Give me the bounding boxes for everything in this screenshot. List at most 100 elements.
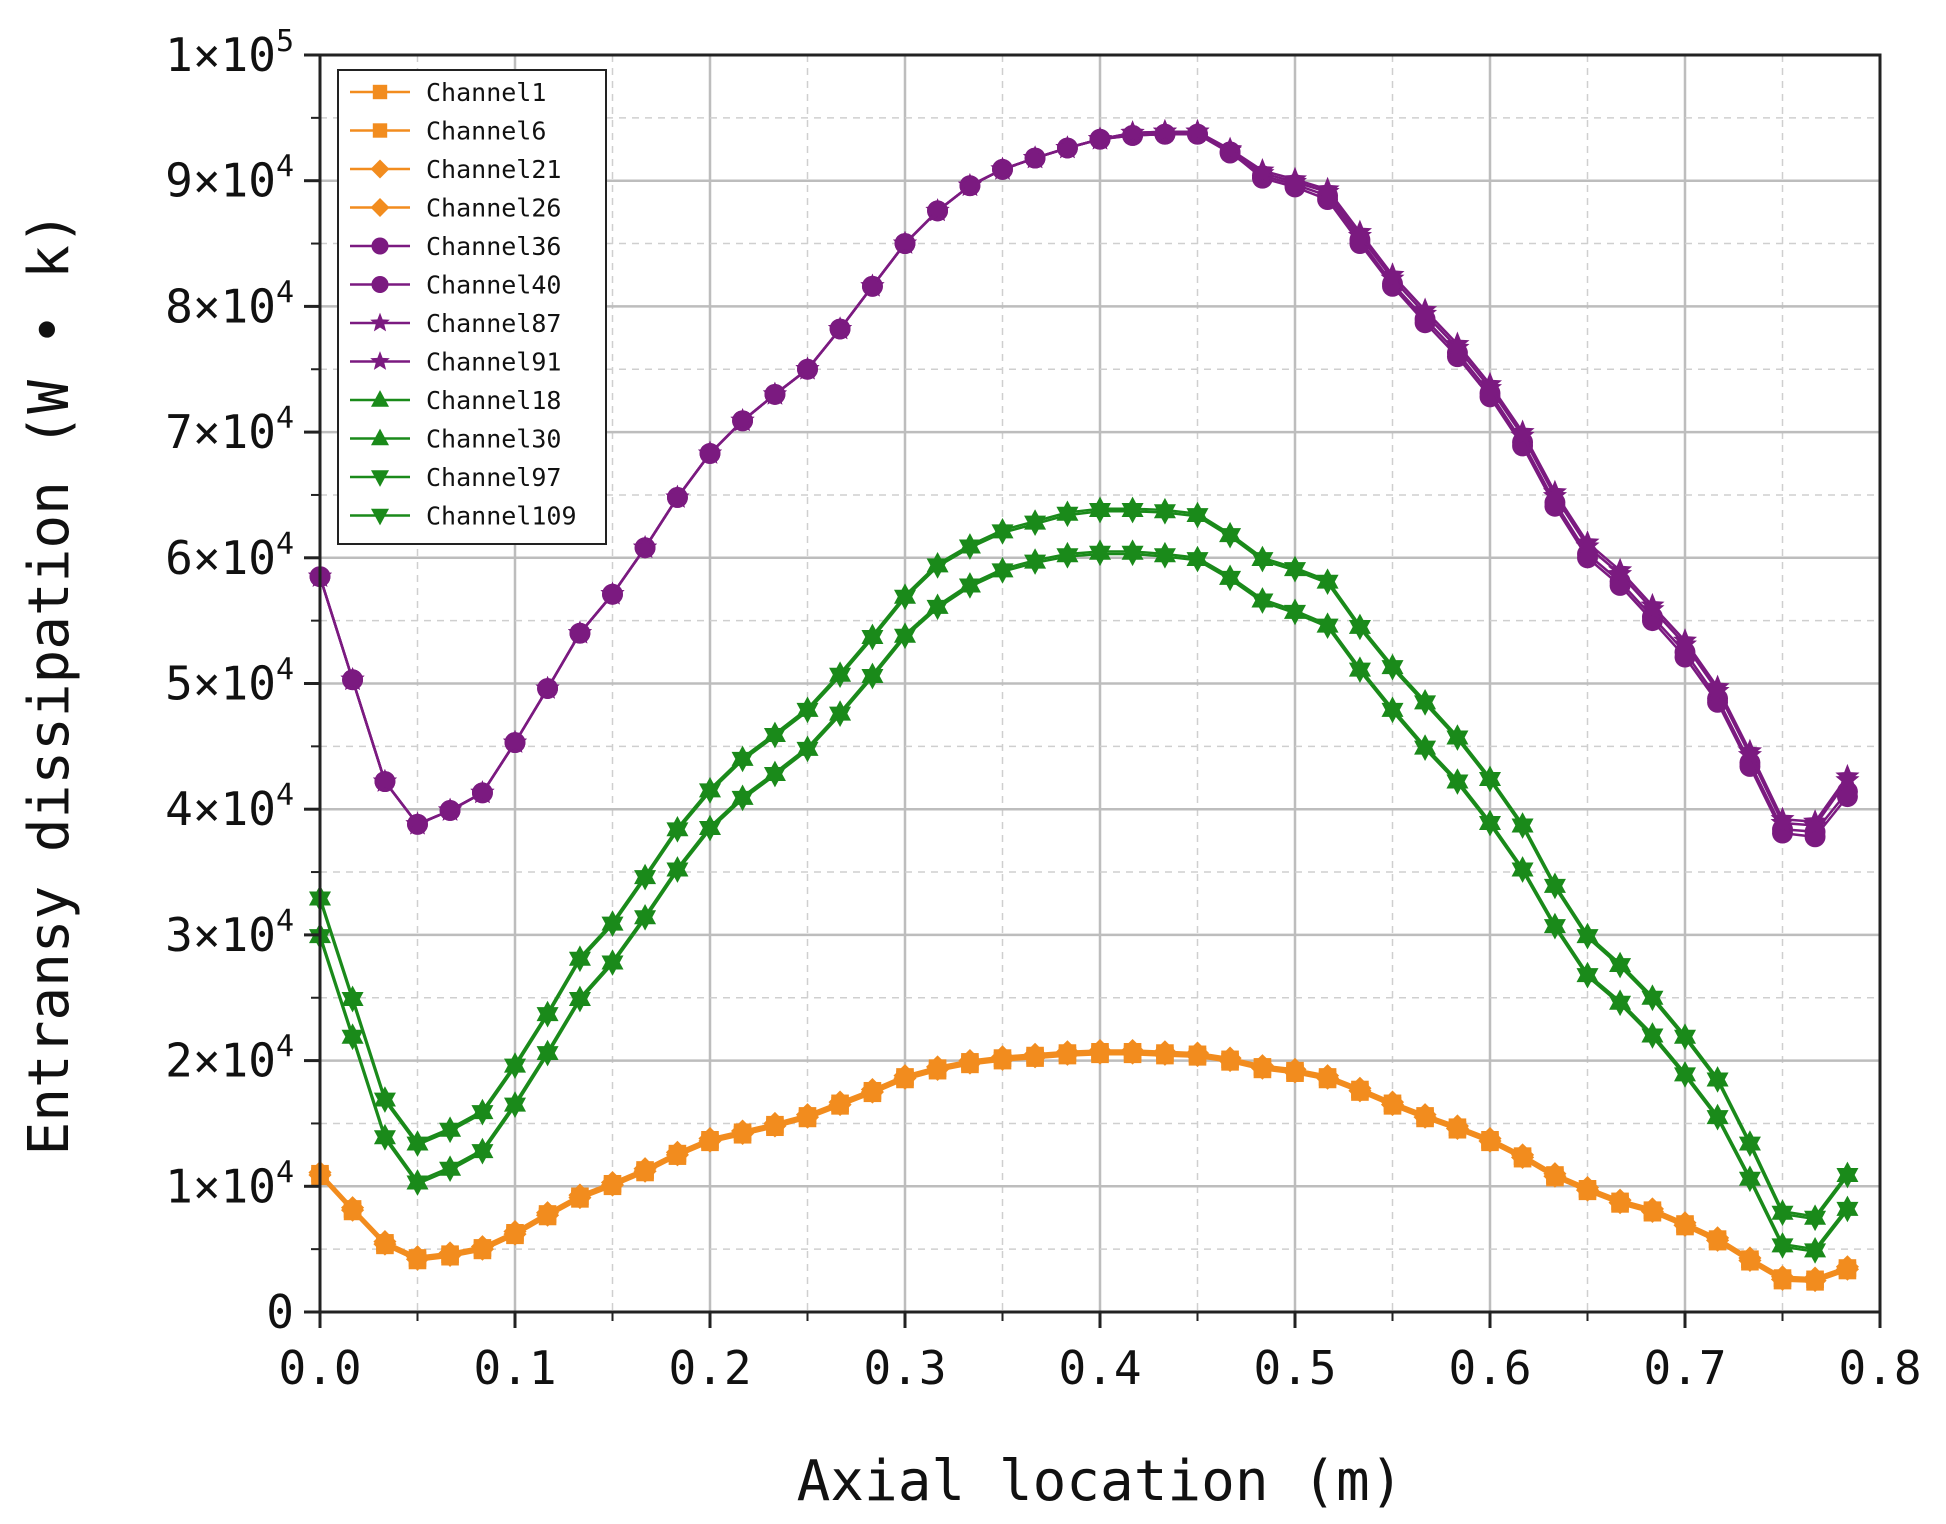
data-point	[633, 535, 658, 558]
series-Channel91	[308, 119, 1860, 836]
data-point	[504, 1097, 526, 1118]
legend-marker	[371, 428, 389, 446]
y-tick-label: 2×104	[165, 1030, 294, 1088]
data-point	[1152, 119, 1177, 142]
data-point	[503, 729, 527, 753]
data-point	[1478, 375, 1502, 399]
data-point	[1250, 160, 1275, 184]
data-point	[1348, 619, 1371, 641]
data-point	[1836, 1201, 1859, 1223]
data-point	[861, 668, 884, 690]
data-point	[1414, 740, 1437, 761]
data-point	[439, 1161, 462, 1183]
legend-item: Channel87	[350, 309, 561, 338]
data-point	[1673, 631, 1697, 655]
data-point	[666, 862, 689, 883]
data-point	[1023, 1045, 1047, 1069]
legend-label: Channel109	[426, 502, 577, 531]
series-Channel26	[308, 1041, 1859, 1293]
data-point	[894, 589, 916, 611]
data-point	[406, 1136, 429, 1157]
data-point	[1153, 548, 1176, 569]
legend-marker	[370, 198, 390, 217]
data-point	[1250, 1056, 1274, 1080]
x-tick-label: 0.0	[278, 1341, 361, 1395]
y-tick-label: 3×104	[165, 904, 294, 962]
data-point	[1576, 929, 1599, 950]
data-point	[1186, 508, 1209, 529]
data-point	[1738, 1136, 1761, 1157]
data-point	[1153, 504, 1176, 525]
data-point	[1836, 1167, 1859, 1189]
data-point	[731, 751, 754, 773]
data-point	[373, 1232, 397, 1256]
data-point	[894, 628, 916, 650]
data-point	[568, 1186, 592, 1210]
data-point	[1121, 545, 1144, 567]
legend-marker	[371, 390, 389, 407]
data-point	[438, 1243, 462, 1267]
data-point	[568, 992, 591, 1013]
x-tick-label: 0.3	[863, 1341, 946, 1395]
legend-item: Channel21	[350, 155, 561, 184]
data-point	[1510, 423, 1535, 447]
data-point	[1381, 702, 1404, 724]
data-point	[1185, 119, 1210, 142]
legend-label: Channel36	[426, 232, 561, 261]
data-point	[860, 273, 885, 297]
data-point	[1804, 1210, 1827, 1232]
x-tick-label: 0.4	[1058, 1341, 1141, 1395]
y-tick-label: 6×104	[165, 527, 294, 585]
data-point	[601, 916, 624, 937]
data-point	[471, 1105, 494, 1126]
data-point	[1315, 179, 1340, 203]
y-tick-label: 7×104	[165, 401, 294, 459]
data-point	[1511, 818, 1534, 839]
data-point	[405, 1247, 430, 1271]
legend-box	[337, 69, 607, 545]
data-point	[699, 821, 721, 842]
data-point	[829, 667, 852, 689]
legend-marker	[370, 312, 390, 332]
legend-item: Channel91	[350, 348, 561, 377]
data-point	[504, 1058, 526, 1079]
data-point	[698, 1129, 722, 1153]
data-point	[1706, 1072, 1729, 1093]
legend-label: Channel97	[426, 463, 561, 492]
data-point	[1609, 995, 1632, 1017]
data-point	[828, 1093, 852, 1117]
data-point	[731, 790, 754, 812]
data-point	[730, 408, 755, 431]
data-point	[1575, 1178, 1600, 1202]
legend-marker	[370, 351, 390, 370]
data-point	[341, 1198, 365, 1222]
data-point	[1673, 1213, 1697, 1237]
legend-marker	[371, 470, 389, 487]
data-point	[763, 1114, 787, 1138]
data-point	[1089, 545, 1111, 567]
data-point	[763, 728, 786, 749]
data-point	[1706, 1228, 1730, 1252]
data-point	[1737, 742, 1762, 766]
data-point	[1251, 593, 1274, 614]
y-axis-title: Entransy dissipation (W • k)	[17, 211, 82, 1155]
data-point	[958, 578, 981, 599]
y-tick-label: 1×104	[165, 1155, 294, 1213]
data-point	[1316, 618, 1339, 640]
x-tick-label: 0.1	[473, 1341, 556, 1395]
data-point	[1380, 266, 1405, 289]
y-tick-label: 9×104	[165, 150, 294, 208]
legend-item: Channel97	[350, 463, 561, 492]
legend-item: Channel36	[350, 232, 561, 261]
data-point	[1024, 554, 1047, 575]
data-point	[1804, 1243, 1827, 1264]
data-point	[1770, 810, 1795, 834]
data-point	[1835, 767, 1860, 791]
series-line	[318, 510, 1849, 1221]
data-point	[536, 1007, 559, 1028]
x-axis-title: Axial location (m)	[797, 1449, 1404, 1514]
legend-label: Channel21	[426, 155, 561, 184]
data-point	[1705, 678, 1730, 702]
data-point	[503, 1222, 527, 1246]
data-point	[1835, 1257, 1859, 1281]
